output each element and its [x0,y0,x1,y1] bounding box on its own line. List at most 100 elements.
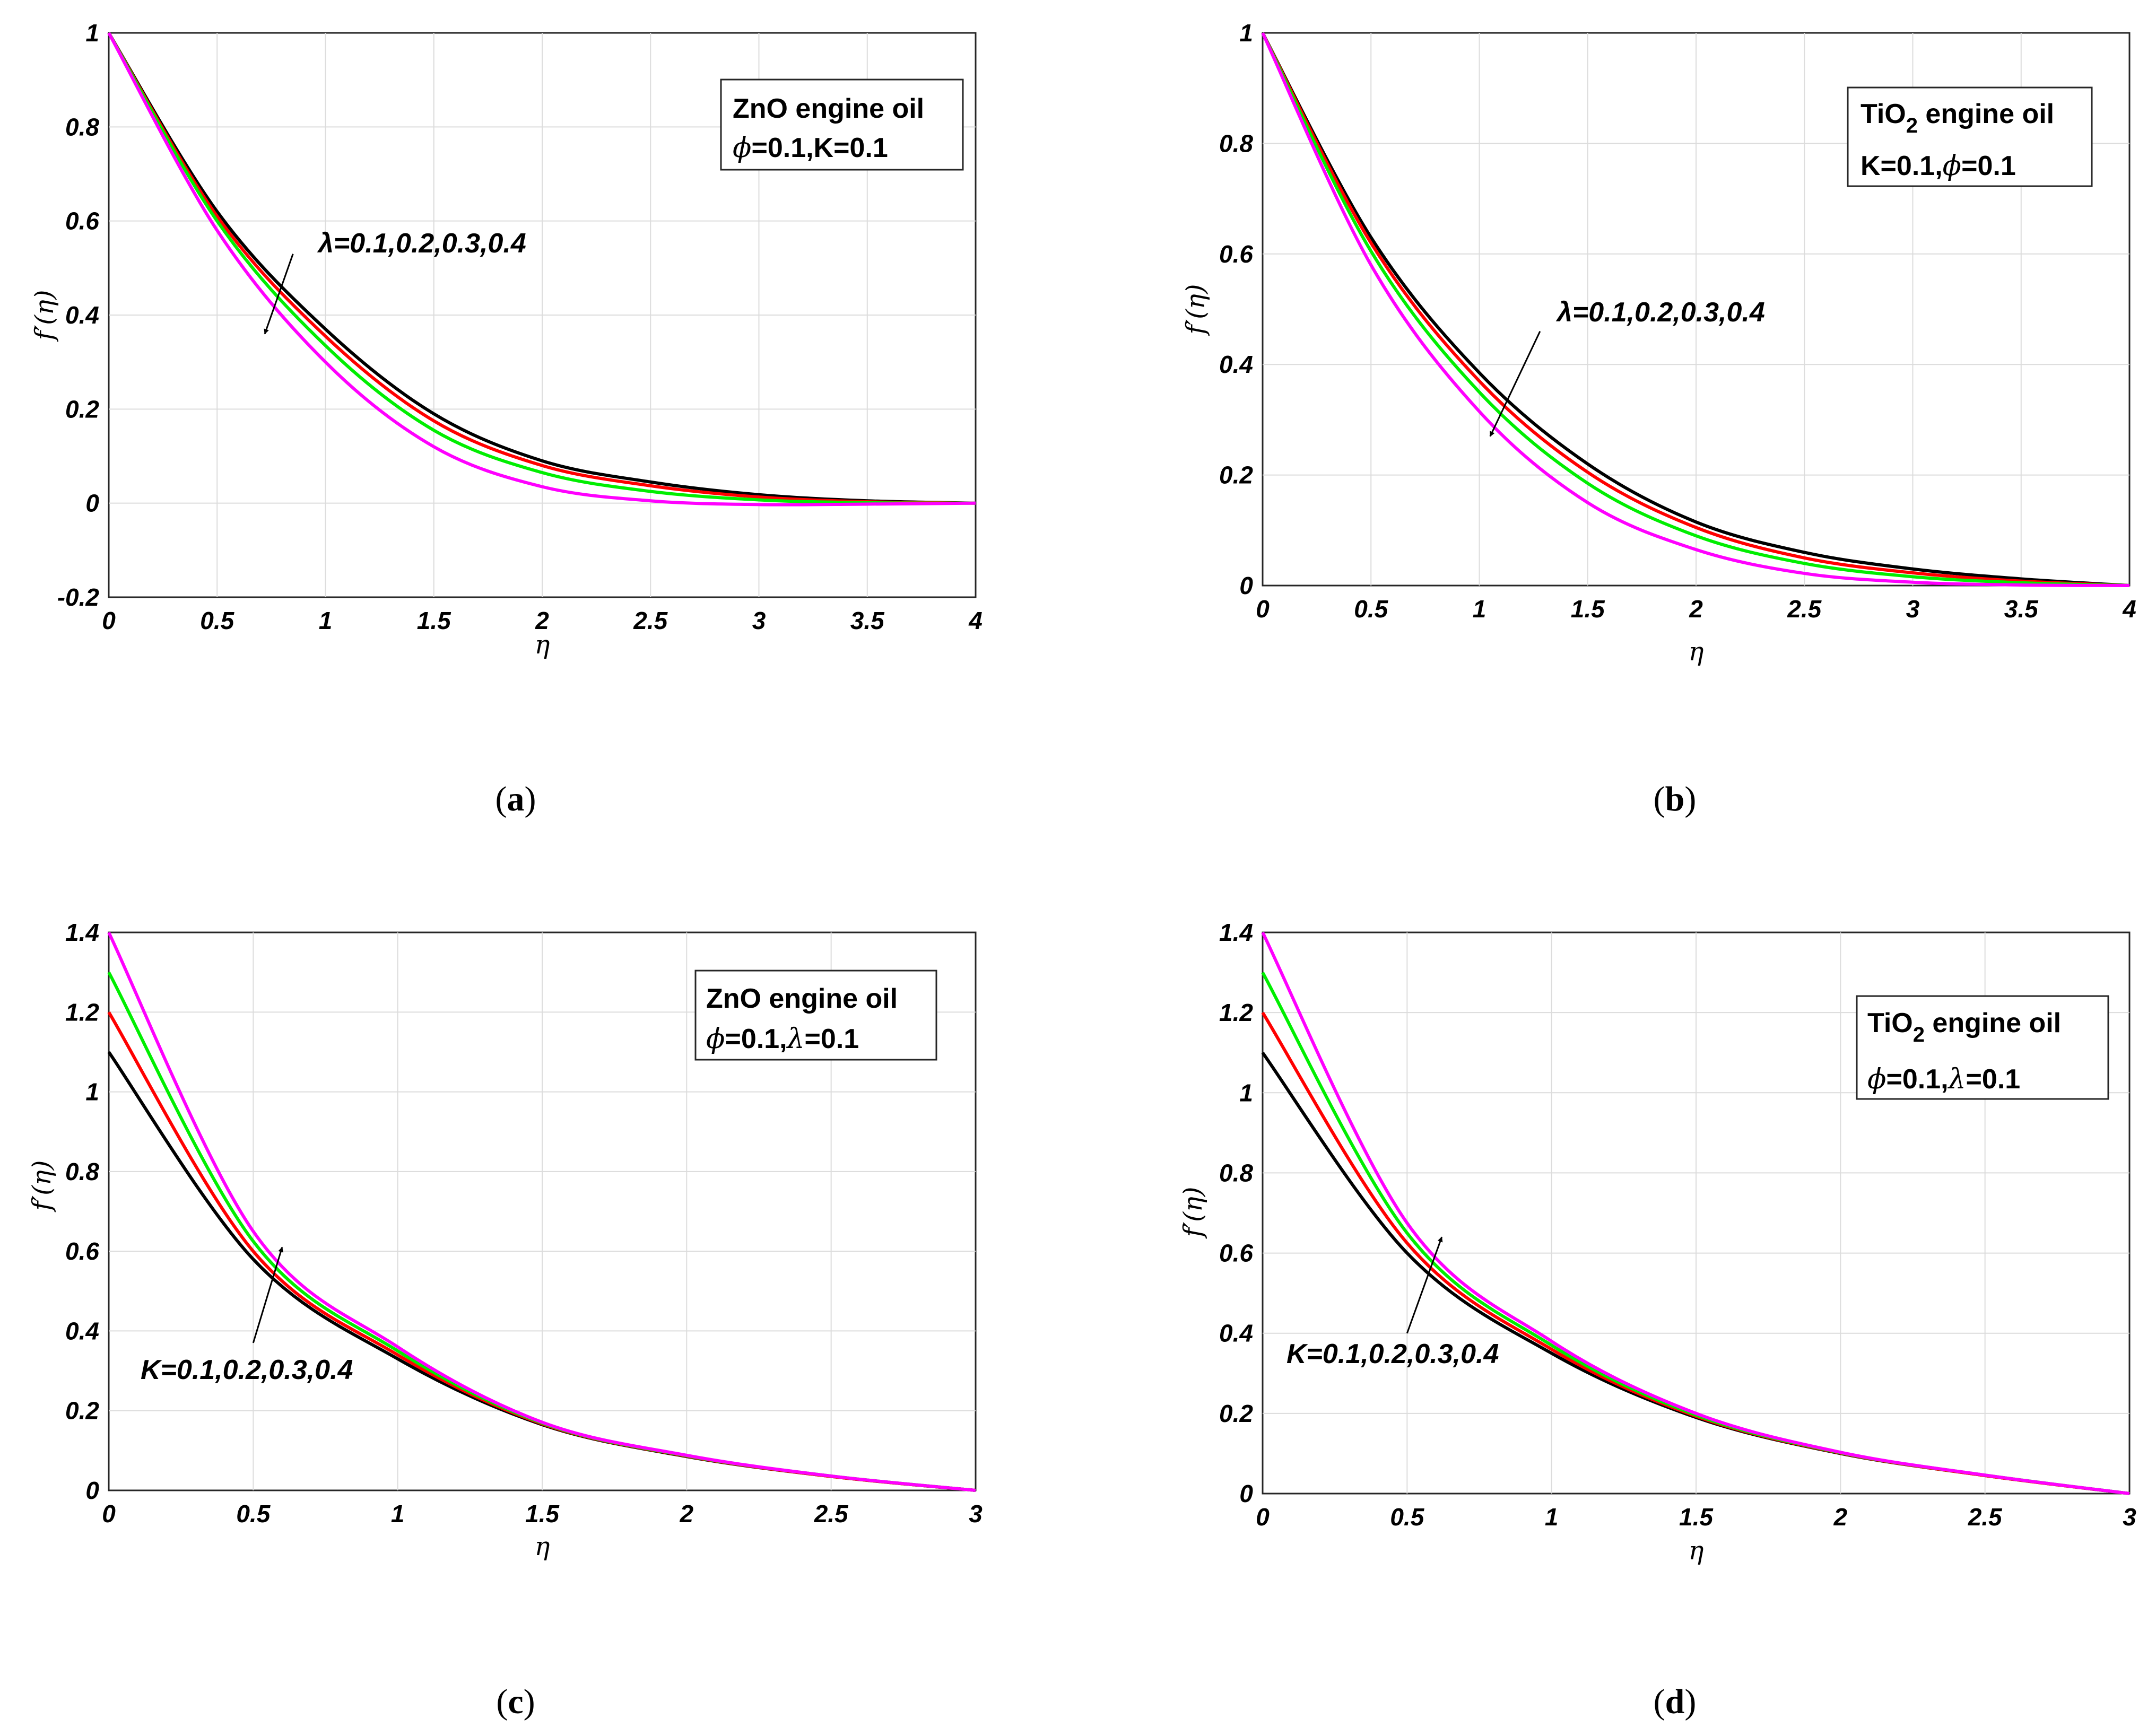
annotation-arrow [252,1246,283,1343]
x-tick-label: 2.5 [1968,1503,2003,1531]
y-tick-label: 0.4 [1219,1320,1253,1347]
subscript-2: 2 [1913,1023,1925,1046]
svg-text:ϕ=0.1,K=0.1: ϕ=0.1,K=0.1 [733,132,888,164]
series-line---0.4 [107,32,976,507]
x-axis-label: η [535,630,550,660]
k-annotation: K=0.1,0.2,0.3,0.4 [141,1355,353,1385]
lambda-symbol: λ [1948,1063,1966,1095]
x-tick-label: 3.5 [850,607,885,634]
x-tick-label: 2.5 [814,1500,849,1528]
y-tick-label: 1.2 [1219,999,1253,1026]
annotation-arrow [1489,331,1541,437]
x-tick-label: 1 [319,607,333,634]
y-tick-label: 0.8 [1219,129,1253,157]
annotation-arrow [264,254,294,335]
x-tick-label: 2 [680,1500,694,1528]
x-axis-label: η [1689,1536,1704,1566]
caption-a: (a) [495,780,536,818]
subscript-2: 2 [1906,114,1918,137]
y-tick-label: 0 [85,490,99,517]
y-tick-label: 0.6 [1219,240,1253,268]
series-line---0.1 [1261,32,2130,587]
x-tick-label: 1.5 [1679,1503,1714,1531]
legend-line-1: TiO [1861,99,1906,129]
y-tick-label: 1.4 [65,919,99,946]
x-tick-label: 0.5 [1354,595,1388,623]
legend-line-2: =0.1, [1886,1064,1948,1095]
phi-symbol: ϕ [733,132,751,164]
series-line-K-0.4 [1261,931,2130,1495]
y-tick-label: 0.8 [65,1158,99,1185]
y-tick-label: 0 [1239,1480,1253,1507]
svg-text:ϕ=0.1,λ=0.1: ϕ=0.1,λ=0.1 [1867,1063,2020,1095]
legend-box: ZnO engine oil ϕ=0.1,K=0.1 [720,78,964,171]
y-tick-label: 0.6 [65,1237,99,1265]
x-tick-label: 2 [1833,1503,1848,1531]
caption-b: (b) [1654,780,1697,818]
y-tick-label: 0.2 [65,1397,99,1425]
x-tick-label: 0 [1256,595,1270,623]
svg-text:TiO2 engine oil: TiO2 engine oil [1861,99,2054,137]
y-tick-label: 1.2 [65,998,99,1026]
panel-b: 0 0.5 1 1.5 2 2.5 3 3.5 400.20.40.60.81 η f′(η) … [1181,19,2136,667]
lambda-annotation: λ=0.1,0.2,0.3,0.4 [1555,297,1765,328]
legend-line-2: =0.1,K=0.1 [751,133,888,163]
x-tick-label: 0 [102,607,116,634]
x-tick-label: 1.5 [1571,595,1605,623]
panel-d: 0 0.5 1 1.5 2 2.5 3 0 0.2 0.4 0.6 0.8 1 1.2 1.4 η f′(η… [1178,919,2136,1566]
phi-symbol: ϕ [1943,150,1961,182]
phi-symbol: ϕ [1867,1063,1886,1095]
y-tick-label: 0.4 [65,1317,99,1345]
lambda-symbol: λ [786,1023,805,1055]
legend-box: ZnO engine oil ϕ=0.1,λ=0.1 [694,970,937,1061]
x-tick-label: 0.5 [236,1500,271,1528]
x-axis-label: η [1689,637,1704,667]
series-line---0.2 [107,32,976,505]
legend-box: TiO2 engine oil K=0.1,ϕ=0.1 [1847,86,2093,187]
legend-line-2-rest: =0.1 [1966,1064,2021,1095]
k-annotation: K=0.1,0.2,0.3,0.4 [1286,1339,1499,1369]
x-tick-label: 3 [2123,1503,2136,1531]
y-tick-label: 0.6 [65,207,99,235]
series-line---0.2 [1261,32,2130,587]
x-tick-label: 1 [1545,1503,1559,1531]
caption-c: (c) [496,1682,535,1721]
legend-line-1-rest: engine oil [1925,1008,2061,1038]
x-tick-label: 1 [1473,595,1486,623]
y-tick-label: 0.8 [1219,1159,1253,1186]
x-tick-label: 3 [752,607,766,634]
y-tick-label: 1 [1239,1079,1253,1106]
x-tick-label: 3 [969,1500,983,1528]
legend-line-1: ZnO engine oil [706,983,898,1014]
x-axis-label: η [535,1532,550,1561]
legend-line-1: ZnO engine oil [733,93,924,124]
svg-text:ϕ=0.1,λ=0.1: ϕ=0.1,λ=0.1 [706,1023,859,1055]
x-tick-label: 0 [1256,1503,1270,1531]
y-tick-label: 1 [85,19,99,47]
caption-b-letter: b [1665,780,1685,818]
x-tick-label: 3.5 [2004,595,2039,623]
legend-line-1: TiO [1867,1008,1913,1038]
x-tick-label: 2.5 [1787,595,1822,623]
y-axis-label: f′(η) [1178,1187,1208,1239]
x-tick-label: 4 [968,607,983,634]
y-tick-label: 0.2 [65,395,99,423]
panel-a: 0 0.5 1 1.5 2 2.5 3 3.5 4-0.200.20.40.60.81 η f′… [30,19,983,660]
caption-c-letter: c [508,1682,523,1721]
series-line---0.3 [107,32,976,505]
caption-d: (d) [1654,1682,1697,1721]
panel-c: 0 0.5 1 1.5 2 2.5 3 0 0.2 0.4 0.6 0.8 1 1.2 1.4 η f′(η… [27,919,983,1561]
annotation-arrow [1406,1236,1443,1334]
svg-text:K=0.1,ϕ=0.1: K=0.1,ϕ=0.1 [1861,150,2016,182]
y-tick-label: 1.4 [1219,919,1253,946]
x-tick-label: 3 [1906,595,1920,623]
x-tick-label: 2.5 [633,607,668,634]
legend-line-1-rest: engine oil [1918,99,2054,129]
x-tick-label: 2 [535,607,549,634]
series-line---0.4 [1261,32,2130,587]
y-axis-label: f′(η) [27,1160,57,1212]
lambda-annotation: λ=0.1,0.2,0.3,0.4 [317,228,526,259]
y-tick-label: 0 [1239,572,1253,599]
y-tick-label: 0.8 [65,113,99,141]
